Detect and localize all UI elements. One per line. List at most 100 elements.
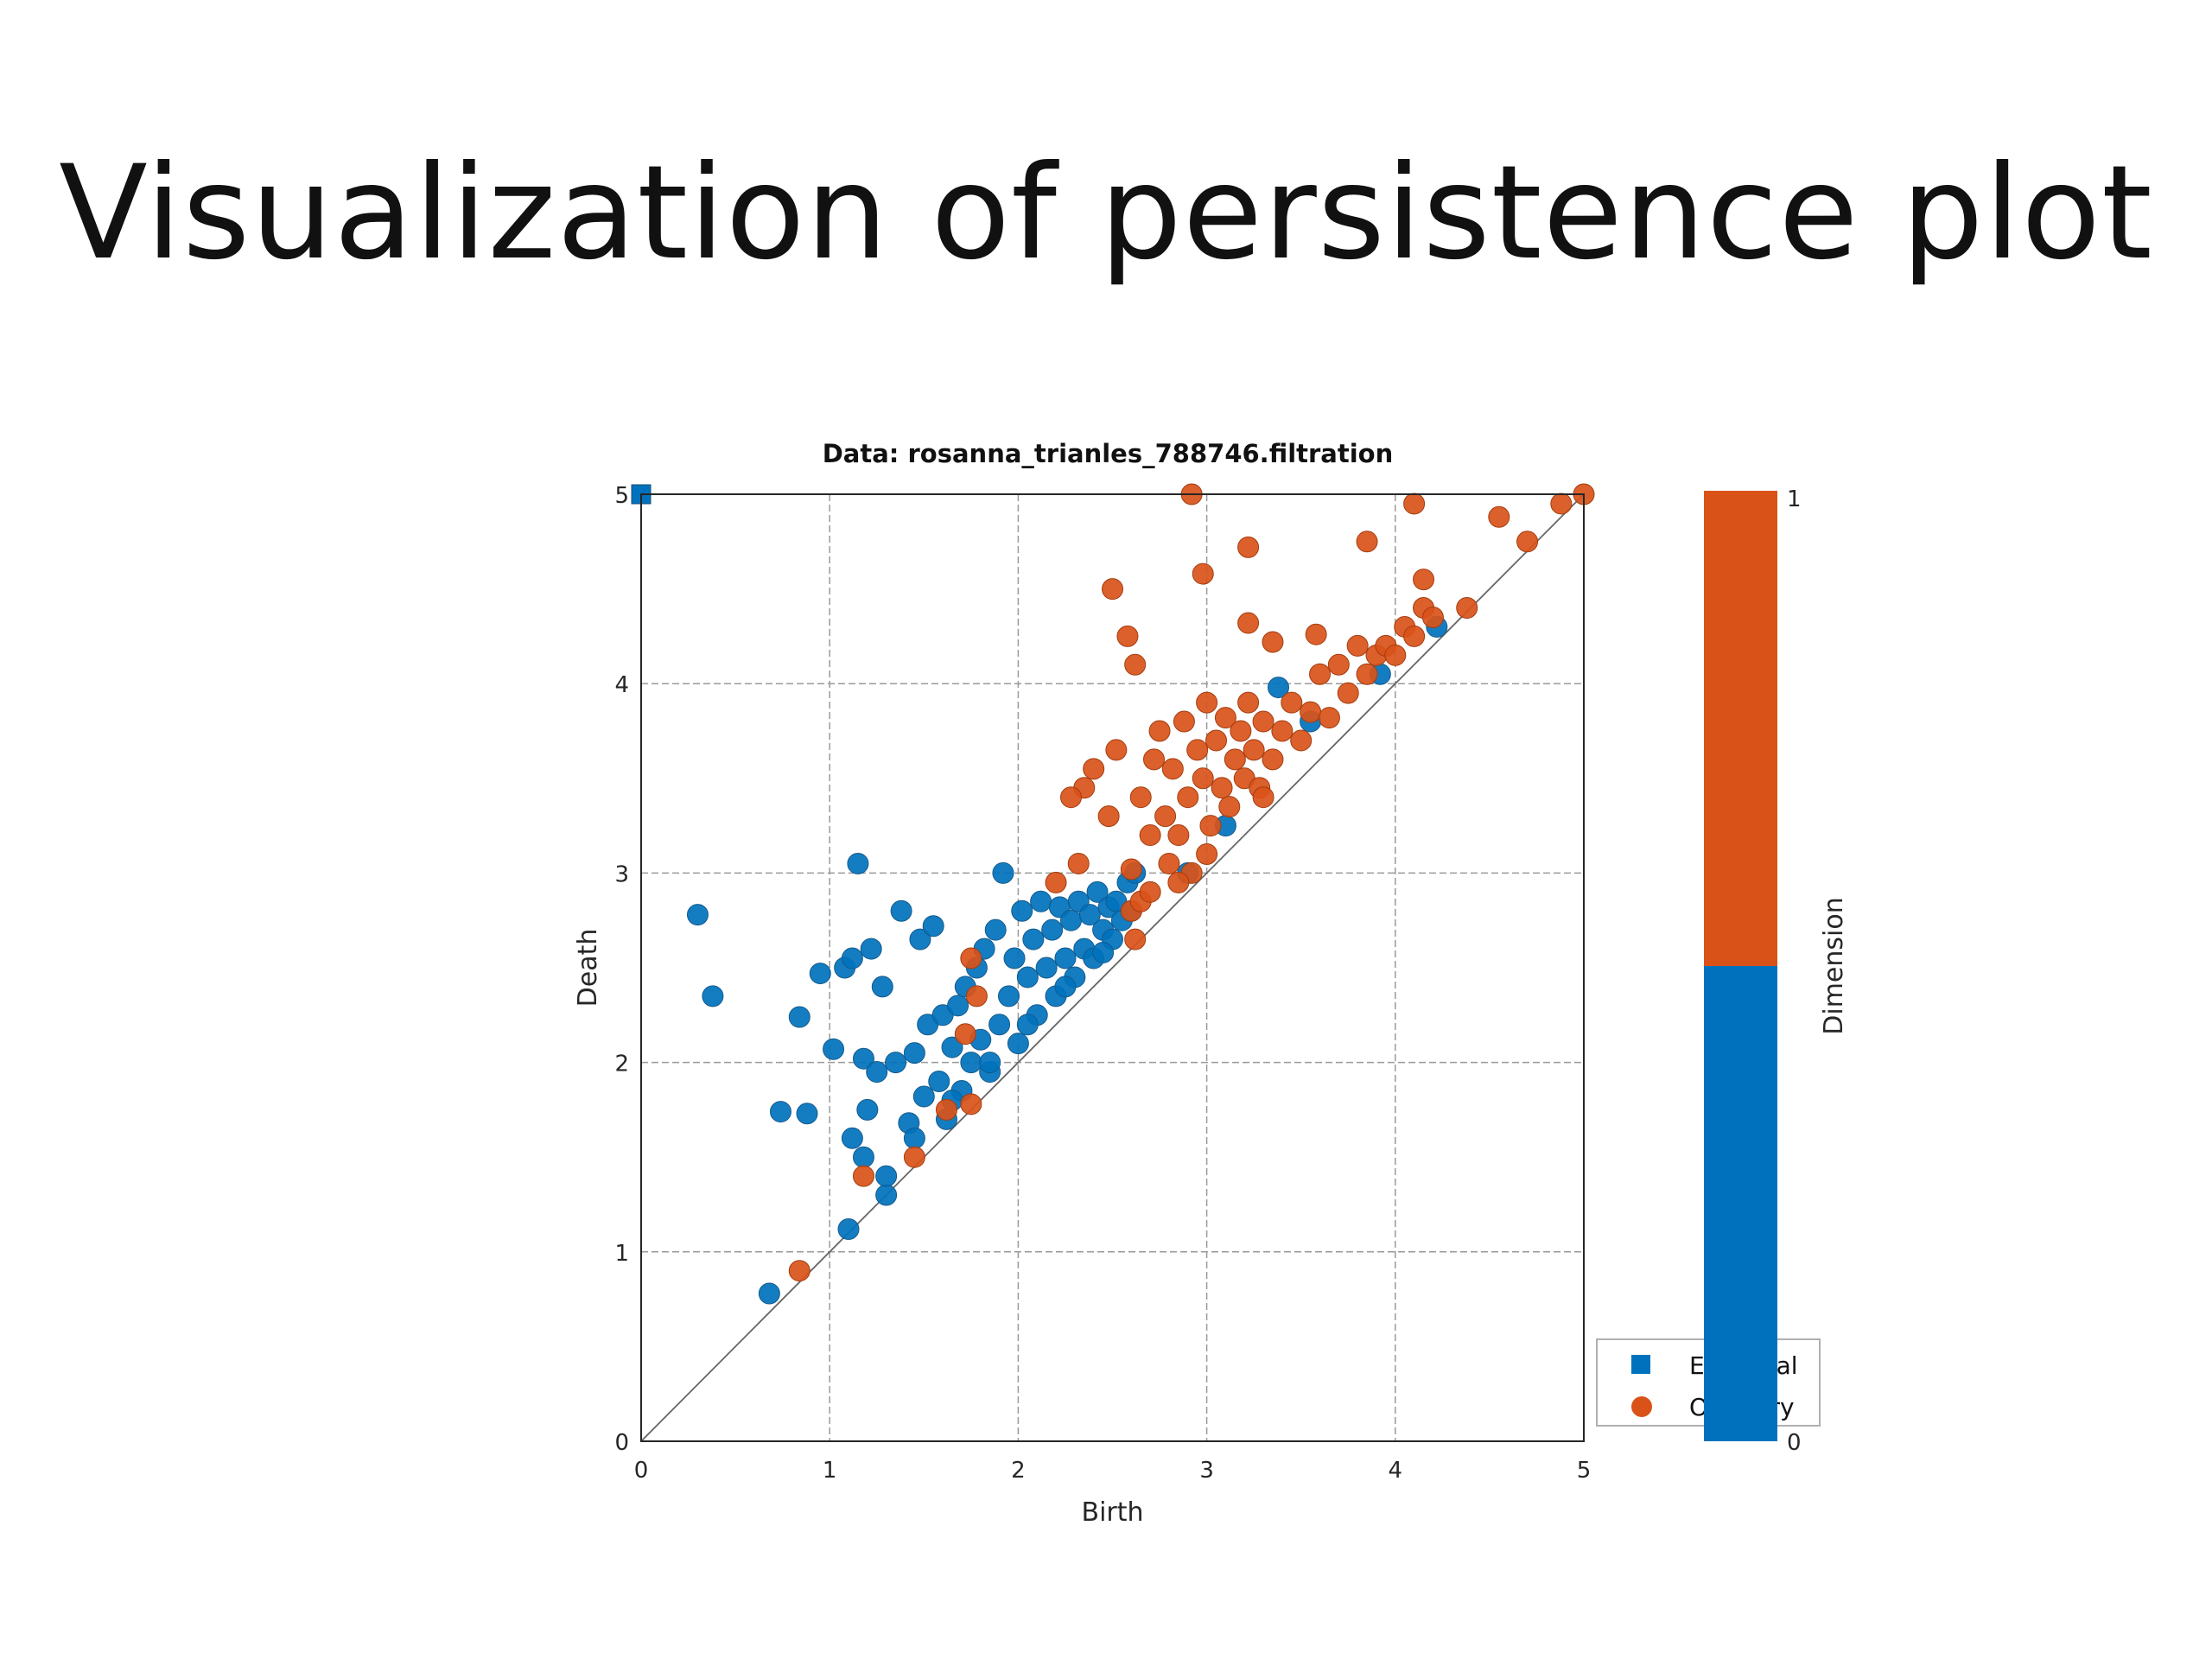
data-point	[758, 1282, 780, 1305]
data-point	[1337, 682, 1359, 704]
data-point	[1224, 748, 1246, 771]
data-point	[1230, 720, 1252, 742]
data-point	[1086, 880, 1109, 903]
data-point	[686, 904, 709, 926]
data-point	[847, 852, 869, 874]
data-point	[1384, 644, 1407, 666]
data-point	[1318, 707, 1340, 729]
data-point	[1237, 536, 1260, 558]
data-point	[1045, 871, 1067, 893]
data-point	[1403, 625, 1426, 647]
y-axis-label: Death	[573, 929, 603, 1007]
data-point	[1059, 909, 1082, 931]
data-point	[1214, 707, 1236, 729]
data-point	[890, 899, 912, 922]
data-point	[788, 1006, 810, 1028]
data-point	[1154, 805, 1177, 828]
data-point	[1346, 634, 1369, 657]
colorbar-segment-1	[1704, 491, 1777, 966]
data-point	[1262, 631, 1284, 653]
data-point	[1139, 824, 1161, 847]
data-point	[1148, 720, 1171, 742]
colorbar-label: Dimension	[1819, 897, 1849, 1034]
data-point	[1327, 653, 1350, 676]
data-point	[1124, 653, 1147, 676]
data-point	[702, 985, 724, 1007]
data-point	[1356, 531, 1378, 553]
data-point	[852, 1146, 874, 1168]
x-tick-label: 2	[1011, 1458, 1026, 1484]
data-point	[960, 1093, 982, 1116]
data-point	[1262, 748, 1284, 771]
data-point	[903, 1127, 925, 1149]
data-points	[631, 483, 1595, 1305]
data-point	[1097, 805, 1120, 828]
data-point	[1421, 606, 1444, 628]
slide-title: Visualization of persistence plot	[59, 138, 2153, 289]
data-point	[852, 1047, 874, 1070]
y-tick-label: 3	[614, 861, 629, 887]
plot-frame	[640, 493, 1585, 1442]
data-point	[1192, 767, 1214, 790]
data-point	[1196, 691, 1218, 714]
x-tick-label: 1	[823, 1458, 837, 1484]
data-point	[947, 995, 969, 1017]
data-point	[1011, 899, 1033, 922]
data-point	[1186, 739, 1209, 761]
y-tick-label: 5	[614, 483, 629, 509]
data-point	[992, 861, 1014, 884]
data-point	[809, 963, 831, 985]
data-point	[1305, 623, 1327, 645]
data-point	[1300, 701, 1322, 723]
data-point	[1167, 824, 1190, 847]
chart-title: Data: rosanna_trianles_788746.filtration	[823, 439, 1394, 468]
data-point	[1237, 691, 1260, 714]
legend-marker-essential	[1631, 1355, 1650, 1374]
data-point	[954, 1023, 976, 1046]
data-point	[1252, 786, 1274, 809]
data-point	[1041, 918, 1064, 941]
data-point	[1356, 663, 1378, 685]
data-point	[769, 1101, 791, 1123]
data-point	[1173, 710, 1195, 733]
data-point	[1105, 739, 1128, 761]
data-point	[1083, 758, 1105, 780]
data-point	[1516, 531, 1539, 553]
data-point	[1403, 493, 1426, 515]
data-point	[984, 918, 1007, 941]
data-point	[823, 1038, 845, 1060]
y-tick-label: 2	[614, 1052, 629, 1077]
data-point	[1456, 597, 1478, 620]
legend-marker-ordinary	[1631, 1396, 1652, 1417]
data-point	[1092, 941, 1115, 963]
data-point	[875, 1184, 898, 1206]
data-point	[935, 1098, 957, 1121]
data-point	[1102, 578, 1123, 601]
data-point	[1211, 777, 1233, 799]
x-tick-label: 5	[1577, 1458, 1592, 1484]
data-point	[909, 928, 931, 950]
data-point	[1059, 786, 1082, 809]
data-point	[856, 1098, 879, 1121]
data-point	[1003, 947, 1026, 969]
data-point	[788, 1260, 810, 1282]
data-point	[1413, 569, 1435, 591]
x-tick-label: 0	[634, 1458, 649, 1484]
data-point	[928, 1071, 950, 1093]
data-point	[875, 1165, 898, 1187]
data-point	[885, 1052, 907, 1074]
data-point	[1252, 710, 1274, 733]
data-point	[1550, 493, 1573, 515]
data-point	[852, 1165, 874, 1187]
data-point	[1054, 947, 1077, 969]
data-point	[1271, 720, 1294, 742]
data-point	[866, 1061, 888, 1084]
data-point	[841, 1127, 863, 1149]
data-point	[1139, 880, 1161, 903]
x-tick-label: 4	[1389, 1458, 1403, 1484]
colorbar: 1 0 Dimension	[1704, 486, 1849, 1456]
data-point	[1007, 1033, 1029, 1055]
x-axis-label: Birth	[1081, 1497, 1143, 1528]
y-tick-label: 1	[614, 1241, 629, 1267]
